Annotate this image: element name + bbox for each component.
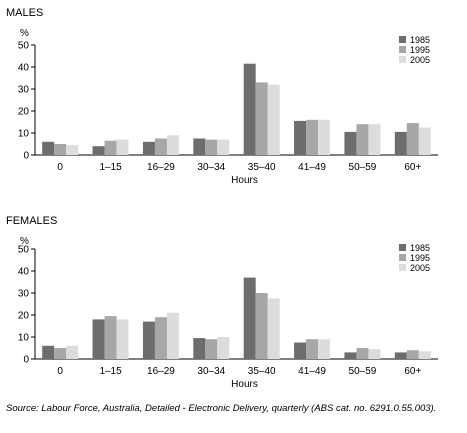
females-bar-1995-2 xyxy=(154,317,167,359)
females-bar-1995-1 xyxy=(104,316,117,359)
males-bar-2005-7 xyxy=(418,127,431,155)
males-bar-1985-1 xyxy=(92,146,105,155)
females-legend-label-1985: 1985 xyxy=(410,243,430,253)
females-bar-1995-7 xyxy=(406,350,419,359)
males-bar-1995-0 xyxy=(54,144,67,155)
females-panel: FEMALES% 0 10 20 30 40 50 0 1–15 16–29 30–34 35–40 4… xyxy=(6,215,438,390)
females-bar-1985-0 xyxy=(42,345,55,359)
females-y-tick-label: 50 xyxy=(18,245,30,256)
males-bar-1985-2 xyxy=(142,141,155,155)
females-bar-2005-6 xyxy=(368,349,381,359)
males-y-tick-label: 40 xyxy=(18,63,30,74)
females-x-tick-label: 16–29 xyxy=(147,366,175,377)
males-bar-1985-3 xyxy=(193,138,206,155)
males-bar-1995-6 xyxy=(356,124,369,155)
females-bar-1985-4 xyxy=(243,277,256,359)
males-bar-1985-5 xyxy=(294,120,307,155)
males-bar-1995-2 xyxy=(154,138,167,155)
females-bar-1995-3 xyxy=(205,339,218,359)
males-bar-2005-2 xyxy=(166,135,179,155)
females-legend-swatch-1995 xyxy=(399,254,406,261)
males-bar-1995-3 xyxy=(205,139,218,155)
females-bar-1985-2 xyxy=(142,321,155,359)
males-legend-swatch-1985 xyxy=(399,36,406,43)
females-x-tick-label: 35–40 xyxy=(248,366,276,377)
males-x-tick-label: 1–15 xyxy=(99,162,122,173)
males-bar-1995-1 xyxy=(104,140,117,155)
females-bar-1995-4 xyxy=(255,293,268,359)
females-bar-2005-1 xyxy=(116,319,129,359)
chart-canvas: MALES% 0 10 20 30 40 50 0 1–15 16–29 30–34 35–40 41–… xyxy=(6,7,438,390)
females-x-tick-label: 60+ xyxy=(404,366,421,377)
males-legend-swatch-2005 xyxy=(399,56,406,63)
males-legend-label-2005: 2005 xyxy=(410,55,430,65)
males-x-tick-label: 35–40 xyxy=(248,162,276,173)
males-bar-1985-6 xyxy=(344,131,357,155)
males-x-tick-label: 50–59 xyxy=(349,162,377,173)
males-bar-1995-5 xyxy=(306,119,319,155)
females-legend-swatch-2005 xyxy=(399,264,406,271)
males-bar-1995-7 xyxy=(406,123,419,155)
females-y-tick-label: 10 xyxy=(18,333,30,344)
males-y-tick-label: 0 xyxy=(23,151,29,162)
males-bar-2005-1 xyxy=(116,139,129,155)
males-bar-2005-4 xyxy=(267,84,280,155)
males-bar-1985-7 xyxy=(394,131,407,155)
males-bar-1985-0 xyxy=(42,141,55,155)
males-x-tick-label: 16–29 xyxy=(147,162,175,173)
males-bar-1995-4 xyxy=(255,82,268,155)
females-title: FEMALES xyxy=(6,215,57,227)
males-legend-label-1995: 1995 xyxy=(410,45,430,55)
males-x-tick-label: 0 xyxy=(57,162,63,173)
females-bar-2005-0 xyxy=(66,345,79,359)
males-bar-1985-4 xyxy=(243,63,256,156)
females-bar-2005-5 xyxy=(318,339,331,359)
males-bar-2005-3 xyxy=(217,139,230,155)
females-bar-1985-3 xyxy=(193,338,206,359)
males-y-axis-label: % xyxy=(20,28,29,39)
females-y-tick-label: 30 xyxy=(18,289,30,300)
males-title: MALES xyxy=(6,7,43,19)
females-bar-1985-5 xyxy=(294,342,307,359)
males-bar-2005-6 xyxy=(368,124,381,155)
females-bar-1985-7 xyxy=(394,352,407,359)
females-legend-swatch-1985 xyxy=(399,244,406,251)
females-x-tick-label: 41–49 xyxy=(298,366,326,377)
males-bar-2005-5 xyxy=(318,119,331,155)
females-bar-1985-6 xyxy=(344,352,357,359)
females-bar-2005-2 xyxy=(166,312,179,359)
males-x-tick-label: 30–34 xyxy=(197,162,225,173)
males-legend-swatch-1995 xyxy=(399,46,406,53)
females-y-tick-label: 40 xyxy=(18,267,30,278)
males-bar-2005-0 xyxy=(66,145,79,155)
males-y-tick-label: 50 xyxy=(18,41,30,52)
females-bar-1995-0 xyxy=(54,348,67,359)
males-panel: MALES% 0 10 20 30 40 50 0 1–15 16–29 30–34 35–40 41–… xyxy=(6,7,438,186)
males-y-tick-label: 30 xyxy=(18,85,30,96)
females-y-axis-label: % xyxy=(20,236,29,247)
males-y-tick-label: 20 xyxy=(18,107,30,118)
females-bar-1995-5 xyxy=(306,339,319,359)
females-x-tick-label: 1–15 xyxy=(99,366,122,377)
females-bar-2005-3 xyxy=(217,337,230,359)
males-x-axis-label: Hours xyxy=(231,175,258,186)
females-bar-2005-7 xyxy=(418,351,431,359)
females-bar-1985-1 xyxy=(92,319,105,359)
females-y-tick-label: 0 xyxy=(23,355,29,366)
males-x-tick-label: 41–49 xyxy=(298,162,326,173)
females-bar-2005-4 xyxy=(267,298,280,359)
females-bar-1995-6 xyxy=(356,348,369,359)
females-legend-label-1995: 1995 xyxy=(410,253,430,263)
males-legend-label-1985: 1985 xyxy=(410,35,430,45)
females-x-tick-label: 50–59 xyxy=(349,366,377,377)
females-x-axis-label: Hours xyxy=(231,379,258,390)
females-y-tick-label: 20 xyxy=(18,311,30,322)
females-legend-label-2005: 2005 xyxy=(410,263,430,273)
males-x-tick-label: 60+ xyxy=(404,162,421,173)
females-x-tick-label: 30–34 xyxy=(197,366,225,377)
source-note: Source: Labour Force, Australia, Detaile… xyxy=(6,403,437,414)
males-y-tick-label: 10 xyxy=(18,129,30,140)
females-x-tick-label: 0 xyxy=(57,366,63,377)
